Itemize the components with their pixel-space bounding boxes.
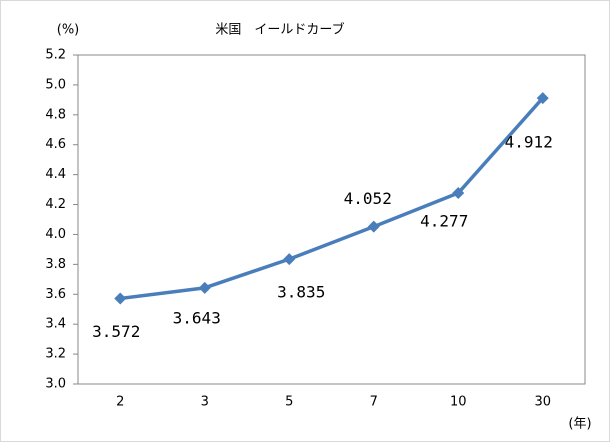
data-label: 3.643 bbox=[173, 308, 221, 327]
x-tick-label: 2 bbox=[116, 395, 124, 410]
chart-title: 米国 イールドカーブ bbox=[215, 22, 344, 38]
marker bbox=[283, 253, 296, 266]
data-label: 3.572 bbox=[92, 322, 140, 341]
x-tick-label: 10 bbox=[450, 395, 467, 410]
series-line bbox=[120, 96, 545, 301]
y-tick-label: 4.6 bbox=[45, 137, 66, 152]
data-label: 4.052 bbox=[344, 189, 392, 208]
y-tick-label: 3.0 bbox=[45, 377, 66, 392]
marker bbox=[452, 187, 465, 200]
y-tick-label: 4.2 bbox=[45, 197, 66, 212]
marker bbox=[536, 92, 549, 105]
x-tick-label: 30 bbox=[534, 395, 551, 410]
x-tick-label: 7 bbox=[370, 395, 378, 410]
y-tick-label: 4.0 bbox=[45, 227, 66, 242]
y-tick-label: 4.4 bbox=[45, 167, 66, 182]
marker bbox=[198, 281, 211, 294]
y-tick-label: 3.8 bbox=[45, 257, 66, 272]
marker bbox=[114, 292, 127, 305]
x-tick-label: 3 bbox=[201, 395, 209, 410]
data-label: 3.835 bbox=[277, 283, 325, 302]
y-tick-label: 4.8 bbox=[45, 107, 66, 122]
y-tick-label: 5.2 bbox=[45, 48, 66, 63]
y-tick-label: 3.4 bbox=[45, 317, 66, 332]
marker bbox=[367, 220, 380, 233]
x-tick-label: 5 bbox=[285, 395, 293, 410]
data-label: 4.912 bbox=[505, 133, 553, 152]
y-tick-label: 5.0 bbox=[45, 77, 66, 92]
y-unit: (%) bbox=[57, 23, 80, 38]
y-tick-label: 3.6 bbox=[45, 287, 66, 302]
plot-area bbox=[77, 54, 586, 385]
x-unit: (年) bbox=[568, 417, 591, 432]
data-label: 4.277 bbox=[420, 212, 468, 231]
y-tick-label: 3.2 bbox=[45, 347, 66, 362]
